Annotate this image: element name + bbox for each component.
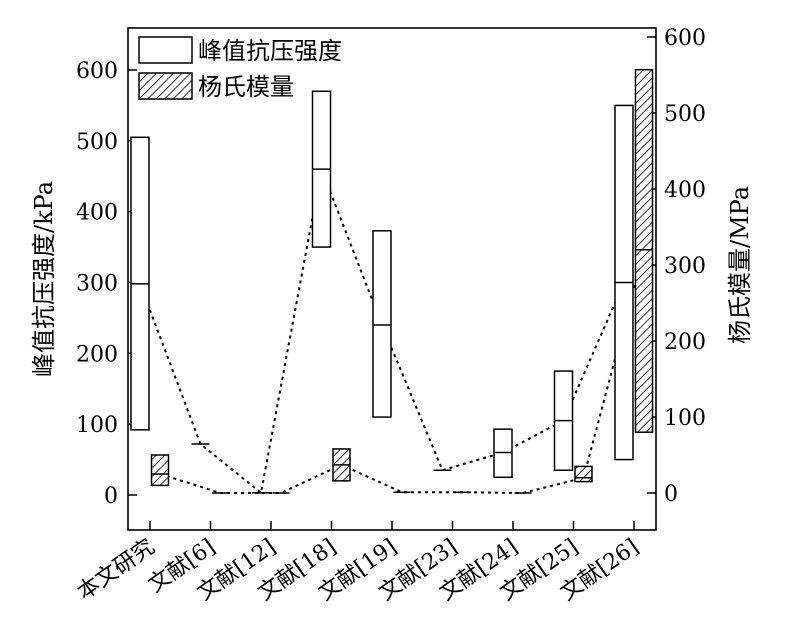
right-tick-label: 0 [664, 482, 678, 507]
right-tick-label: 400 [664, 178, 706, 203]
left-tick-label: 300 [76, 272, 118, 297]
x-tick-label: 本文研究 [73, 534, 159, 605]
right-tick-label: 200 [664, 330, 706, 355]
legend-label-strength: 峰值抗压强度 [198, 37, 342, 65]
left-tick-label: 100 [76, 413, 118, 438]
left-tick-label: 600 [76, 59, 118, 84]
right-tick-label: 300 [664, 254, 706, 279]
modulus-range-box [574, 465, 593, 483]
right-tick-label: 600 [664, 26, 706, 51]
left-axis-title: 峰值抗压强度/kPa [30, 181, 58, 377]
trend-lines [139, 165, 645, 495]
right-axis-title: 杨氏模量/MPa [726, 186, 754, 344]
plot-frame [127, 27, 657, 531]
modulus-range-box [150, 454, 170, 487]
left-tick-label: 400 [76, 201, 118, 226]
left-tick-label: 200 [76, 342, 118, 367]
right-tick-label: 100 [664, 406, 706, 431]
strength-trend-line [139, 165, 625, 495]
modulus-range-box [634, 68, 654, 433]
left-tick-label: 500 [76, 130, 118, 155]
legend-label-modulus: 杨氏模量 [198, 73, 294, 101]
right-tick-label: 500 [664, 102, 706, 127]
left-tick-label: 0 [104, 484, 118, 509]
right-axis-ticks: 0 100 200 300 400 500 600 [647, 26, 706, 507]
legend-swatch-modulus [138, 72, 193, 100]
left-axis-ticks: 0 100 200 300 400 500 600 [76, 59, 137, 509]
strength-range-box [372, 230, 392, 418]
x-axis-ticks: 本文研究文献[6]文献[12]文献[18]文献[19]文献[23]文献[24]文… [73, 521, 643, 606]
legend: 峰值抗压强度 杨氏模量 [138, 36, 342, 101]
range-boxes [130, 68, 654, 494]
legend-swatch-strength [138, 36, 193, 64]
